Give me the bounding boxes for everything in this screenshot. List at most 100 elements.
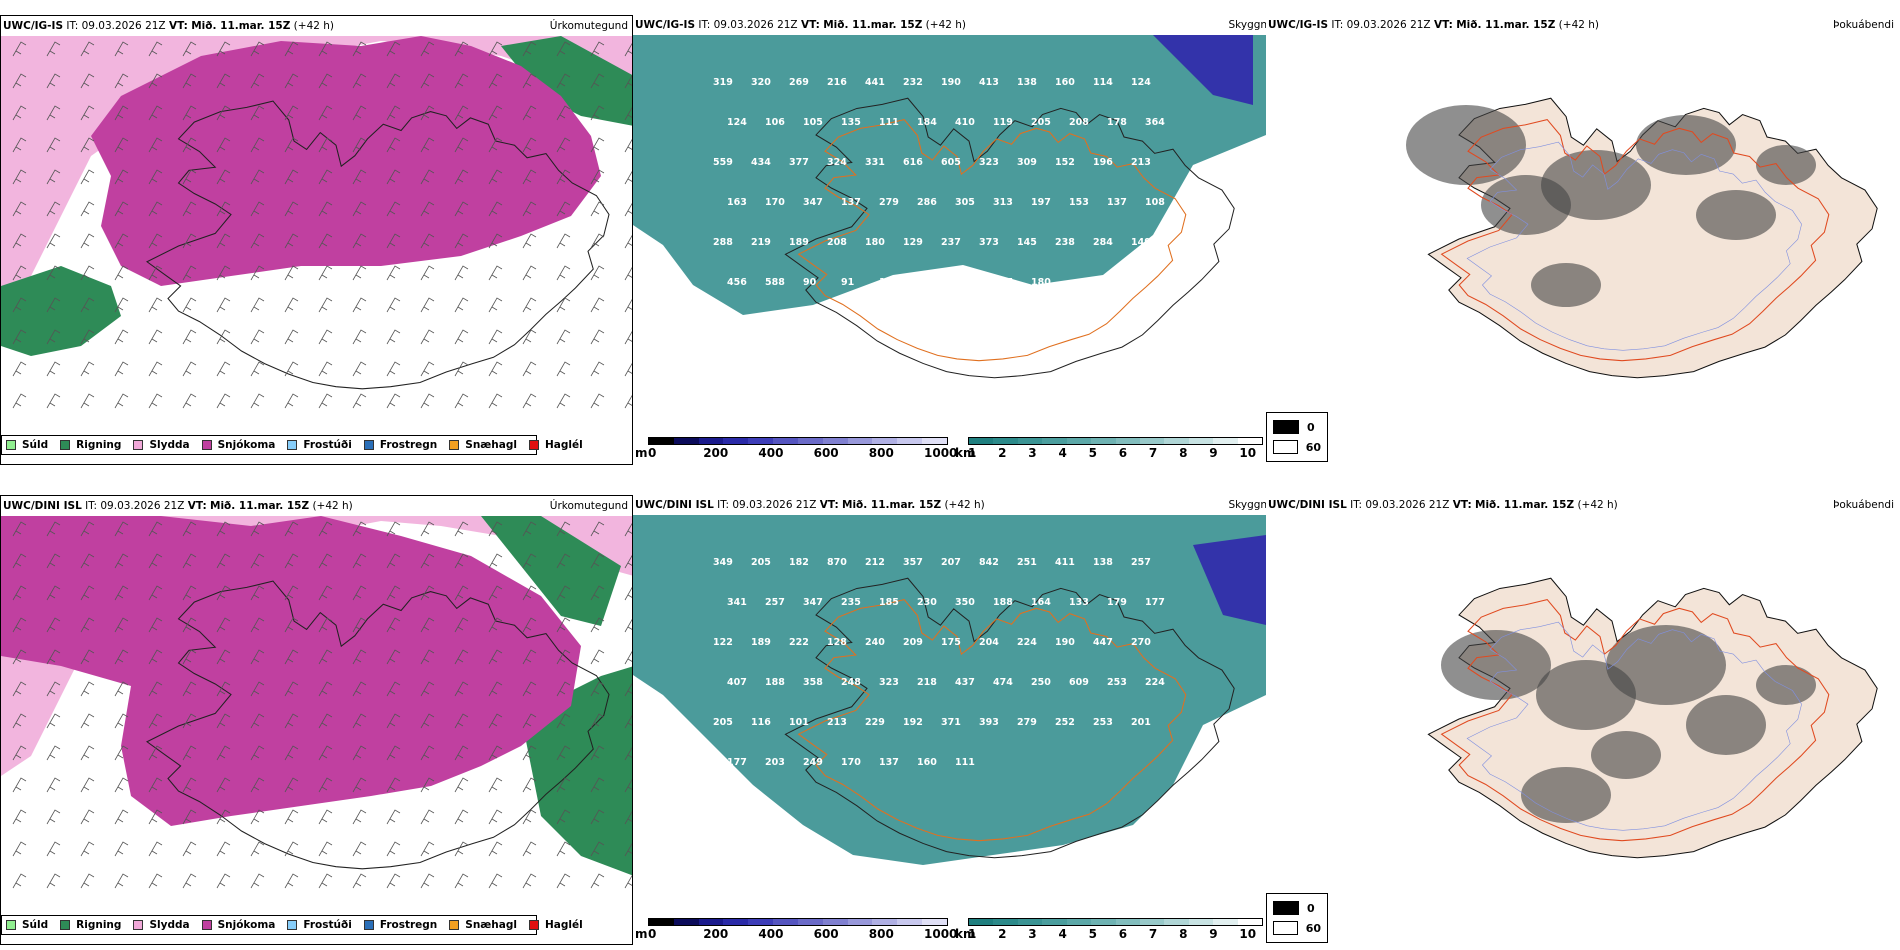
colorbar-cell	[993, 438, 1018, 444]
wind-barb	[488, 617, 503, 633]
wind-barb	[318, 873, 333, 889]
colorbar-cell	[1237, 438, 1263, 444]
ceiling-label: 164	[1031, 597, 1051, 608]
wind-barb	[590, 649, 605, 665]
wind-barb	[318, 617, 333, 633]
wind-barb	[80, 105, 95, 121]
wind-barb	[250, 73, 265, 89]
wind-barb	[522, 201, 537, 217]
wind-barb	[318, 329, 333, 345]
cloud-map-panel-ig: 319 320 269 216 441 232 190 413 138 160 114 124 124 1…	[633, 15, 1266, 465]
colorbar-cell	[1237, 919, 1263, 925]
ceiling-label: 189	[751, 637, 771, 648]
wind-barb	[250, 41, 265, 57]
wind-barb	[352, 265, 367, 281]
wind-barb	[352, 233, 367, 249]
ceiling-label: 364	[1145, 117, 1165, 128]
wind-barb	[46, 777, 61, 793]
wind-barb	[216, 393, 231, 409]
wind-barb	[318, 393, 333, 409]
wind-barb	[182, 393, 197, 409]
wind-barb	[182, 777, 197, 793]
panel-title: UWC/DINI ISL IT: 09.03.2026 21Z VT: Mið.…	[3, 500, 353, 512]
legend-item: Snjókoma	[201, 919, 275, 931]
wind-barb	[284, 681, 299, 697]
colorbar-strip	[648, 437, 948, 445]
wind-barb	[46, 169, 61, 185]
ceiling-label: 119	[993, 117, 1013, 128]
ceiling-label: 137	[841, 197, 861, 208]
colorbar-tick-label: 10	[1239, 927, 1257, 941]
wind-barb	[454, 361, 469, 377]
ceiling-label: 105	[803, 117, 823, 128]
parameter-name: Úrkomutegund	[549, 500, 628, 512]
fog-legend-swatch	[1273, 420, 1299, 434]
wind-barb	[420, 521, 435, 537]
wind-barb	[318, 137, 333, 153]
wind-barb	[114, 137, 129, 153]
wind-barb	[386, 297, 401, 313]
wind-barb	[80, 873, 95, 889]
cloud-ceiling-colorbar: 0 200 400 600 800 1000 m	[635, 437, 957, 460]
colorbar-cell	[1042, 438, 1067, 444]
legend-label: Súld	[22, 919, 49, 931]
colorbar-cell	[993, 919, 1018, 925]
wind-barb	[114, 553, 129, 569]
wind-barb	[590, 841, 605, 857]
wind-barb	[114, 169, 129, 185]
wind-barb	[352, 521, 367, 537]
wind-barb	[284, 617, 299, 633]
wind-barb	[420, 649, 435, 665]
wind-barb	[522, 73, 537, 89]
wind-barb	[216, 169, 231, 185]
wind-barb	[454, 521, 469, 537]
legend-label: Frostúði	[303, 919, 352, 931]
wind-barb	[12, 681, 27, 697]
colorbar-cell	[748, 919, 774, 925]
snow-area	[91, 36, 601, 286]
ceiling-label: 159	[917, 277, 937, 288]
wind-barb	[182, 169, 197, 185]
colorbar-cell	[1115, 438, 1140, 444]
ceiling-label: 286	[917, 197, 937, 208]
wind-barb	[216, 777, 231, 793]
wind-barb	[386, 681, 401, 697]
wind-barbs	[12, 41, 632, 409]
wind-barb	[12, 713, 27, 729]
wind-barb	[284, 105, 299, 121]
wind-barb	[318, 681, 333, 697]
wind-barb	[12, 777, 27, 793]
ceiling-label: 447	[1093, 637, 1113, 648]
wind-barb	[182, 809, 197, 825]
ceiling-label: 616	[903, 157, 923, 168]
wind-barb	[216, 585, 231, 601]
wind-barb	[556, 233, 571, 249]
ceiling-label: 177	[727, 757, 747, 768]
wind-barb	[420, 329, 435, 345]
wind-barb	[488, 361, 503, 377]
wind-barb	[522, 809, 537, 825]
ceiling-label: 160	[1055, 77, 1075, 88]
wind-barb	[318, 521, 333, 537]
colorbar-cell	[723, 438, 749, 444]
legend-item: Súld	[6, 919, 48, 931]
colorbar-tick-label: 6	[1118, 927, 1128, 941]
colorbar-cell	[1213, 919, 1238, 925]
legend-swatch	[287, 920, 298, 930]
colorbar-cell	[872, 438, 898, 444]
wind-barb	[420, 713, 435, 729]
coastline	[145, 580, 610, 870]
ceiling-label: 270	[1131, 637, 1151, 648]
wind-barb	[182, 713, 197, 729]
wind-barb	[624, 586, 632, 601]
precip-map-panel-ig: UWC/IG-IS IT: 09.03.2026 21Z VT: Mið. 11…	[0, 15, 633, 465]
wind-barb	[386, 873, 401, 889]
legend-label: Rigning	[76, 919, 122, 931]
wind-barb	[420, 745, 435, 761]
ceiling-visibility-map: 319 320 269 216 441 232 190 413 138 160 114 124 124 1…	[633, 35, 1266, 455]
legend-label: Frostúði	[303, 439, 352, 451]
wind-barb	[80, 713, 95, 729]
wind-barb	[114, 233, 129, 249]
wind-barb	[522, 585, 537, 601]
wind-barb	[420, 169, 435, 185]
